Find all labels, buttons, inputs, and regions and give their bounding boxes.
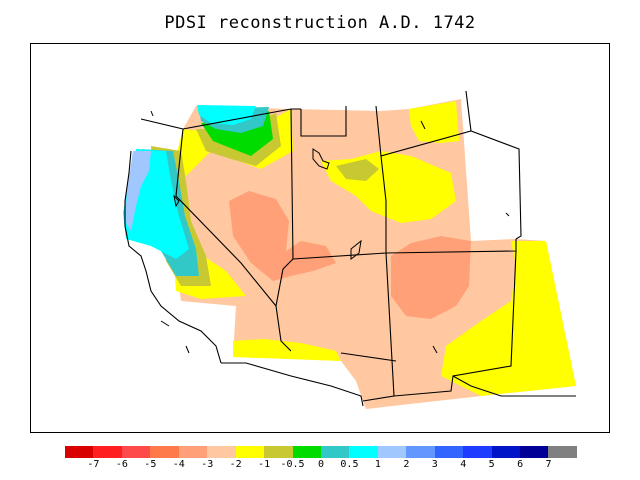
map-borders — [140, 90, 576, 407]
colorbar-tick-label: -0.5 — [280, 459, 305, 470]
map-frame — [30, 43, 610, 433]
colorbar-swatch — [178, 446, 208, 458]
colorbar-swatch — [93, 446, 122, 458]
colorbar-swatch — [463, 446, 492, 458]
colorbar-tick-label: 4 — [460, 459, 467, 470]
pdsi-field-cyan-northwest — [197, 105, 256, 125]
colorbar-swatch — [121, 446, 151, 458]
colorbar-tick-label: 1 — [374, 459, 381, 470]
colorbar — [65, 446, 577, 458]
pacific-coastline — [124, 150, 222, 364]
colorbar-swatch — [65, 446, 94, 458]
colorbar-swatch — [548, 446, 577, 458]
pdsi-field-yellow-south — [233, 339, 341, 361]
colorbar-swatch — [292, 446, 321, 458]
colorbar-tick-label: -7 — [87, 459, 100, 470]
pdsi-field-olive-north — [336, 159, 379, 181]
colorbar-swatch — [235, 446, 265, 458]
colorbar-tick-label: -5 — [144, 459, 157, 470]
colorbar-tick-label: 2 — [403, 459, 410, 470]
colorbar-tick-label: -2 — [229, 459, 242, 470]
colorbar-swatch — [320, 446, 350, 458]
pdsi-field-orange-east — [391, 236, 471, 319]
colorbar-swatch — [207, 446, 236, 458]
colorbar-tick-label: 0.5 — [340, 459, 359, 470]
colorbar-swatch — [434, 446, 464, 458]
colorbar-tick-label: 0 — [317, 459, 325, 470]
pdsi-field-yellow-northeast — [409, 101, 459, 143]
colorbar-tick-label: -3 — [201, 459, 214, 470]
pdsi-field-lightblue-coast — [125, 151, 151, 231]
colorbar-tick-label: -6 — [115, 459, 128, 470]
colorbar-labels: -7 -6 -5 -4 -3 -2 -1 -0.5 0 0.5 1 2 3 4 5 6 7 — [65, 459, 577, 473]
colorbar-tick-label: -1 — [258, 459, 271, 470]
colorbar-swatch — [377, 446, 407, 458]
pdsi-map — [123, 90, 576, 409]
colorbar-tick-label: -4 — [172, 459, 185, 470]
pdsi-field-yellow-southeast — [441, 241, 576, 396]
colorbar-tick-label: 5 — [488, 459, 495, 470]
map-title: PDSI reconstruction A.D. 1742 — [164, 13, 476, 33]
colorbar-swatch — [150, 446, 179, 458]
colorbar-tick-label: 7 — [545, 459, 552, 470]
colorbar-swatch — [349, 446, 378, 458]
colorbar-swatch — [406, 446, 435, 458]
colorbar-tick-label: 3 — [431, 459, 438, 470]
colorbar-swatch — [520, 446, 549, 458]
map-lakes — [150, 110, 510, 354]
colorbar-swatch — [491, 446, 520, 458]
colorbar-tick-label: 6 — [517, 459, 524, 470]
colorbar-swatch — [264, 446, 293, 458]
